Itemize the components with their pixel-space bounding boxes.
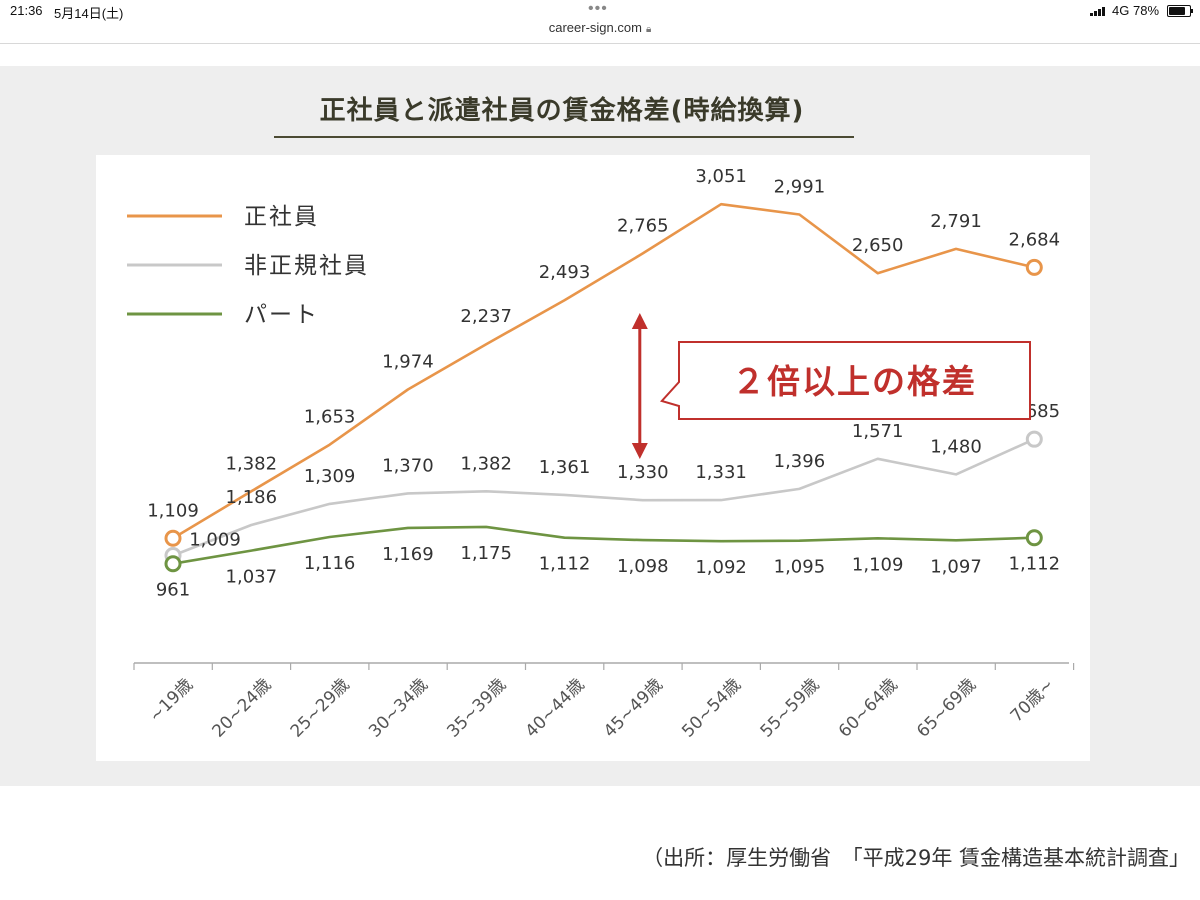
data-label-nonregular: 1,370: [382, 455, 434, 476]
legend-label-regular: 正社員: [244, 204, 319, 230]
x-tick-label: 25~29歳: [287, 675, 354, 742]
signal-icon: [1090, 6, 1108, 16]
series-marker-regular: [1025, 258, 1043, 276]
data-label-nonregular: 1,361: [539, 457, 591, 478]
data-label-nonregular: 1,571: [852, 421, 904, 442]
x-tick-label: 35~39歳: [443, 675, 510, 742]
x-tick-label: ~19歳: [145, 675, 197, 727]
gap-callout-text: ２倍以上の格差: [732, 362, 977, 401]
network-type: 4G: [1112, 3, 1130, 18]
data-label-part: 1,095: [774, 557, 826, 578]
data-label-nonregular: 1,480: [930, 436, 982, 457]
data-label-regular: 3,051: [695, 166, 747, 187]
data-label-nonregular: 1,186: [226, 487, 278, 508]
x-tick-label: 20~24歳: [208, 675, 275, 742]
x-tick-label: 70歳~: [1007, 675, 1059, 727]
source-note: （出所：厚生労働省 「平成29年 賃金構造基本統計調査」: [642, 846, 1190, 870]
line-chart: ~19歳 20~24歳 25~29歳 30~34歳 35~39歳 40~44歳 45~49歳…: [127, 166, 1075, 742]
series-line-regular: [172, 202, 1035, 540]
x-tick-label: 40~44歳: [522, 675, 589, 742]
tab-dots-icon[interactable]: •••: [588, 0, 608, 17]
x-tick-label: 55~59歳: [757, 675, 824, 742]
url-bar[interactable]: career-sign.com 🔒︎: [0, 20, 1200, 42]
data-label-regular: 1,109: [147, 500, 199, 521]
data-label-part: 1,175: [460, 543, 512, 564]
battery-percent: 78%: [1133, 3, 1160, 18]
data-label-regular: 1,974: [382, 351, 434, 372]
data-label-regular: 2,991: [774, 177, 826, 198]
x-tick-label: 50~54歳: [678, 675, 745, 742]
data-label-part: 1,112: [1009, 554, 1061, 575]
chart-area: ~19歳 20~24歳 25~29歳 30~34歳 35~39歳 40~44歳 45~49歳…: [96, 155, 1090, 761]
data-label-part: 1,109: [852, 554, 904, 575]
gap-arrow-head-down: [631, 443, 648, 459]
browser-divider: [0, 43, 1200, 44]
data-label-part: 1,169: [382, 544, 434, 565]
x-tick-label: 45~49歳: [600, 675, 667, 742]
gap-arrow-head-up: [631, 313, 648, 329]
data-label-regular: 2,650: [852, 235, 904, 256]
data-label-part: 1,037: [226, 567, 278, 588]
data-label-nonregular: 1,009: [189, 529, 241, 550]
data-label-part: 961: [156, 580, 190, 601]
legend-label-nonregular: 非正規社員: [244, 253, 369, 279]
series-marker-nonregular: [1025, 430, 1043, 448]
data-label-part: 1,098: [617, 556, 669, 577]
data-label-nonregular: 1,309: [304, 466, 356, 487]
series-marker-part: [1025, 529, 1043, 547]
data-label-regular: 2,493: [539, 262, 591, 283]
data-label-regular: 2,765: [617, 215, 669, 236]
x-tick-label: 30~34歳: [365, 675, 432, 742]
data-label-nonregular: 1,396: [774, 451, 826, 472]
x-tick-label: 60~64歳: [835, 675, 902, 742]
legend-label-part: パート: [244, 302, 319, 328]
data-label-nonregular: 1,331: [695, 462, 747, 483]
status-bar: 21:36 5月14日(土) ••• 4G 78%: [0, 0, 1200, 22]
lock-icon: 🔒︎: [645, 24, 652, 35]
data-label-nonregular: 1,382: [460, 453, 512, 474]
status-time: 21:36: [10, 3, 43, 18]
x-tick-label: 65~69歳: [913, 675, 980, 742]
data-label-nonregular: 1,330: [617, 462, 669, 483]
data-label-part: 1,112: [539, 554, 591, 575]
data-label-regular: 2,791: [930, 211, 982, 232]
series-line-nonregular: [172, 438, 1035, 557]
chart-title: 正社員と派遣社員の賃金格差(時給換算): [319, 96, 805, 126]
url-text: career-sign.com: [548, 20, 642, 35]
data-label-regular: 2,684: [1009, 229, 1061, 250]
data-label-part: 1,116: [304, 553, 356, 574]
series-marker-part: [164, 555, 182, 573]
gap-callout-box: [659, 341, 1031, 420]
data-label-part: 1,097: [930, 556, 982, 577]
title-underline: [274, 136, 854, 138]
series-line-part: [172, 525, 1035, 565]
data-label-regular: 2,237: [460, 306, 512, 327]
data-label-part: 1,092: [695, 557, 747, 578]
battery-icon: [1167, 5, 1193, 17]
status-date: 5月14日(土): [54, 6, 124, 21]
data-label-regular: 1,382: [226, 453, 278, 474]
data-label-regular: 1,653: [304, 407, 356, 428]
series-marker-regular: [164, 529, 182, 547]
